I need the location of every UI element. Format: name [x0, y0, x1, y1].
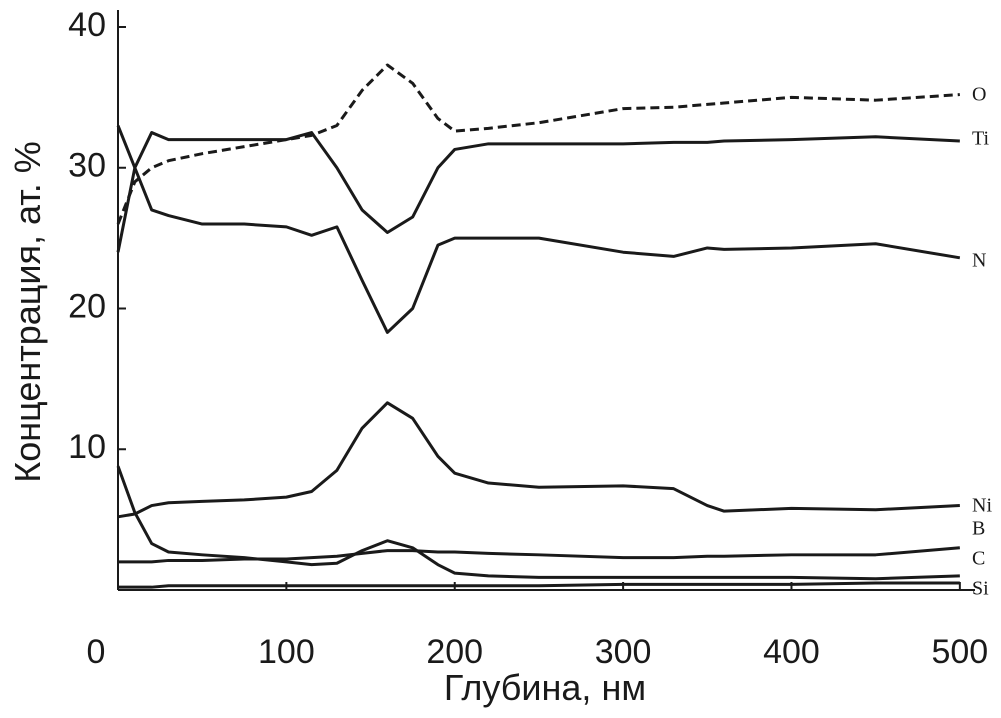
series-label: Ni [972, 495, 992, 517]
series-label: B [972, 518, 985, 540]
y-axis-title: Концентрация, ат. % [7, 141, 48, 483]
y-tick-label: 20 [68, 287, 106, 325]
y-tick-label: 30 [68, 147, 106, 185]
x-tick-label: 200 [426, 633, 483, 671]
x-tick-label: 0 [87, 633, 106, 671]
series-label: C [972, 548, 985, 570]
series-line [116, 465, 960, 581]
series-line [116, 131, 960, 253]
x-axis-title: Глубина, нм [444, 667, 646, 708]
series-line [118, 581, 960, 589]
series-label: N [972, 250, 986, 272]
series-line [116, 63, 960, 225]
y-tick-label: 40 [68, 6, 106, 44]
x-tick-label: 300 [595, 633, 652, 671]
series-label: O [972, 84, 986, 106]
series-line [116, 124, 961, 334]
y-tick-label: 10 [68, 428, 106, 466]
x-tick-label: 100 [258, 633, 315, 671]
series-line [118, 546, 960, 564]
series-line [117, 401, 960, 519]
series-label: Si [972, 578, 989, 600]
x-tick-label: 500 [931, 633, 988, 671]
series-label: Ti [972, 128, 990, 150]
x-tick-label: 400 [763, 633, 820, 671]
